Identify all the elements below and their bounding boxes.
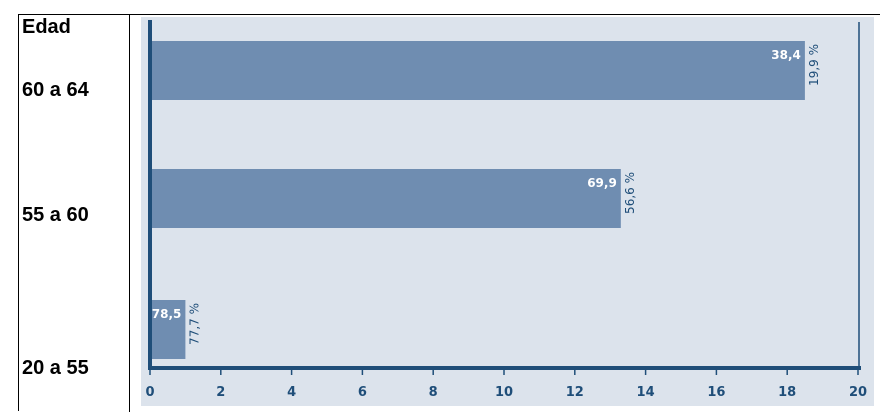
age-row-55-60: 55 a 60 — [22, 204, 89, 226]
x-tick-label: 2 — [216, 385, 225, 400]
bar-value-label: 69,9 — [587, 176, 617, 190]
bar-percent-label: 19,9 % — [807, 44, 821, 86]
x-tick-label: 10 — [495, 385, 513, 400]
bar — [150, 169, 621, 228]
bar-value-label: 38,4 — [771, 48, 801, 62]
age-header: Edad — [22, 16, 71, 38]
x-tick-label: 6 — [358, 385, 367, 400]
age-row-20-55: 20 a 55 — [22, 357, 89, 379]
bar — [150, 41, 805, 100]
x-tick-label: 20 — [849, 385, 867, 400]
age-row-60-64: 60 a 64 — [22, 79, 89, 101]
column-divider — [129, 14, 130, 412]
x-tick-label: 16 — [707, 385, 725, 400]
x-tick-label: 18 — [778, 385, 796, 400]
x-tick-label: 4 — [287, 385, 296, 400]
bar — [150, 300, 186, 359]
x-tick-label: 14 — [637, 385, 655, 400]
bar-value-label: 78,5 — [152, 307, 182, 321]
table-frame — [18, 14, 880, 411]
bar-percent-label: 56,6 % — [623, 172, 637, 214]
x-tick-label: 0 — [145, 385, 154, 400]
x-tick-label: 8 — [429, 385, 438, 400]
bar-percent-label: 77,7 % — [187, 303, 201, 345]
x-tick-label: 12 — [566, 385, 584, 400]
